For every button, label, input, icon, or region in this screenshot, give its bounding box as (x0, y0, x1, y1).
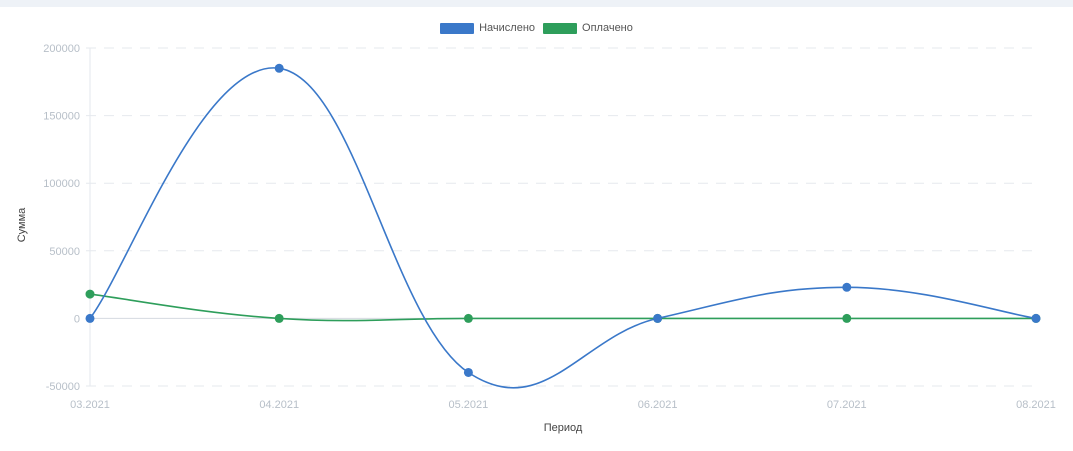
y-tick-label: 100000 (43, 178, 80, 190)
x-tick-label: 08.2021 (1016, 399, 1056, 411)
y-axis-title: Сумма (16, 207, 28, 242)
legend-label-accrued: Начислено (479, 22, 536, 34)
y-tick-label: -50000 (46, 381, 80, 393)
data-point-0[interactable] (653, 313, 663, 323)
series-layer (85, 63, 1041, 389)
y-tick-labels: 200000 150000 100000 50000 0 -50000 (43, 43, 80, 393)
data-point-1[interactable] (85, 289, 95, 299)
y-tick-label: 150000 (43, 111, 80, 123)
legend-label-paid: Оплачено (582, 22, 633, 34)
x-tick-label: 03.2021 (70, 399, 110, 411)
chart-legend: Начислено Оплачено (0, 22, 1073, 34)
data-point-0[interactable] (463, 367, 473, 377)
series-line-1 (89, 293, 1036, 322)
x-tick-label: 07.2021 (827, 399, 867, 411)
data-point-0[interactable] (1031, 313, 1041, 323)
legend-item-accrued[interactable]: Начислено (440, 22, 535, 34)
x-tick-label: 06.2021 (638, 399, 678, 411)
y-tick-label: 200000 (43, 43, 80, 55)
top-strip (0, 0, 1073, 7)
legend-swatch-paid (543, 22, 578, 34)
x-axis-title: Период (544, 422, 583, 434)
data-point-1[interactable] (842, 313, 852, 323)
legend-swatch-accrued (440, 22, 475, 34)
data-point-0[interactable] (842, 282, 852, 292)
grid-layer (86, 47, 1036, 387)
y-tick-label: 50000 (49, 246, 80, 258)
x-tick-labels: 03.2021 04.2021 05.2021 06.2021 07.2021 08.20… (70, 399, 1056, 411)
y-tick-label: 0 (74, 313, 80, 325)
x-tick-label: 04.2021 (259, 399, 299, 411)
data-point-1[interactable] (274, 313, 284, 323)
x-tick-label: 05.2021 (449, 399, 489, 411)
data-point-0[interactable] (85, 313, 95, 323)
data-point-0[interactable] (274, 63, 284, 73)
data-point-1[interactable] (463, 313, 473, 323)
legend-item-paid[interactable]: Оплачено (543, 22, 633, 34)
